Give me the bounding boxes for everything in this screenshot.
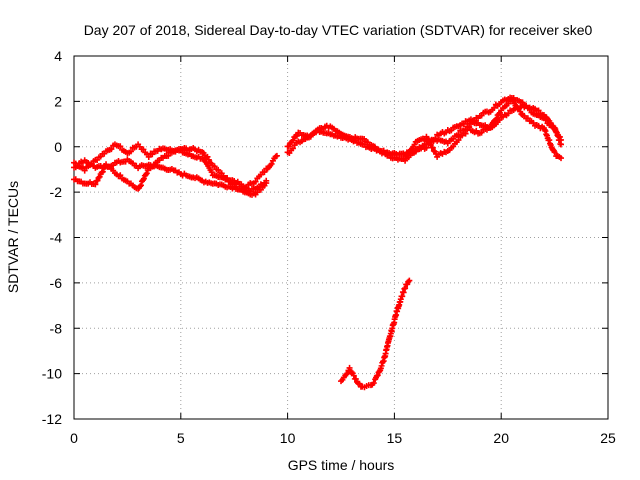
data-point xyxy=(263,177,270,184)
data-point xyxy=(268,160,275,167)
data-point xyxy=(261,169,268,176)
x-tick-label: 25 xyxy=(600,430,616,446)
data-point xyxy=(425,137,432,144)
data-point xyxy=(273,152,280,159)
x-tick-label: 0 xyxy=(70,430,78,446)
x-axis-label: GPS time / hours xyxy=(288,457,395,473)
axis-ticks xyxy=(73,55,609,420)
data-point xyxy=(289,145,296,152)
data-point xyxy=(352,376,359,382)
y-tick-labels: 4 2 0 -2 -4 -6 -8 -10 -12 xyxy=(42,48,62,427)
y-tick-label: -4 xyxy=(50,230,63,246)
data-point xyxy=(108,146,115,153)
x-tick-label: 15 xyxy=(387,430,403,446)
x-tick-label: 20 xyxy=(493,430,509,446)
data-point xyxy=(289,137,296,144)
data-point xyxy=(140,175,147,182)
data-point xyxy=(205,156,212,163)
data-point xyxy=(145,153,152,160)
data-point xyxy=(346,364,353,371)
data-point xyxy=(92,181,99,188)
data-point xyxy=(96,173,103,180)
data-point xyxy=(143,170,150,177)
data-point xyxy=(495,110,502,117)
data-point xyxy=(403,153,410,160)
y-tick-label: -6 xyxy=(50,275,63,291)
data-point xyxy=(404,152,411,158)
data-point xyxy=(356,380,363,387)
data-point xyxy=(211,163,218,170)
data-marks xyxy=(71,94,565,391)
y-axis-label: SDTVAR / TECUs xyxy=(5,181,21,293)
data-point xyxy=(493,115,500,122)
data-point xyxy=(165,152,172,159)
data-point xyxy=(535,107,542,114)
data-point xyxy=(429,144,436,151)
data-point xyxy=(117,143,124,150)
data-point xyxy=(405,278,412,285)
data-point xyxy=(492,116,499,123)
data-point xyxy=(252,178,259,185)
data-point xyxy=(127,148,134,155)
data-point xyxy=(424,136,431,143)
data-point xyxy=(370,380,377,387)
data-point xyxy=(95,174,102,181)
data-point xyxy=(558,141,565,148)
data-point xyxy=(344,370,351,377)
y-tick-label: -8 xyxy=(50,320,63,336)
chart-title: Day 207 of 2018, Sidereal Day-to-day VTE… xyxy=(84,22,593,38)
x-tick-label: 10 xyxy=(280,430,296,446)
data-point xyxy=(350,372,357,379)
data-point xyxy=(224,175,231,182)
y-tick-label: 4 xyxy=(54,48,62,64)
data-point xyxy=(455,137,462,144)
y-tick-label: -12 xyxy=(42,411,62,427)
data-point xyxy=(406,277,413,284)
data-point xyxy=(402,285,409,292)
x-tick-label: 5 xyxy=(177,430,185,446)
series-track-f xyxy=(402,96,565,162)
data-point xyxy=(285,143,292,150)
data-point xyxy=(510,97,517,104)
series-depletion xyxy=(338,277,413,391)
data-point xyxy=(117,172,124,179)
data-point xyxy=(137,183,144,190)
data-point xyxy=(81,167,88,174)
data-point xyxy=(505,110,512,117)
data-point xyxy=(432,135,439,142)
x-tick-labels: 0 5 10 15 20 25 xyxy=(70,430,616,446)
y-tick-label: 0 xyxy=(54,139,62,155)
data-point xyxy=(462,130,469,137)
data-point xyxy=(343,371,350,378)
series-track-e xyxy=(284,101,565,164)
data-point xyxy=(516,105,522,112)
y-tick-label: -10 xyxy=(42,366,62,382)
data-point xyxy=(551,149,558,156)
data-point xyxy=(137,182,144,189)
data-point xyxy=(558,155,565,162)
data-point xyxy=(208,169,215,176)
data-point xyxy=(547,119,554,126)
series-track-a xyxy=(71,141,280,191)
data-point xyxy=(215,166,222,173)
y-tick-label: -2 xyxy=(50,184,63,200)
y-tick-label: 2 xyxy=(54,93,62,109)
data-point xyxy=(348,369,355,376)
data-point xyxy=(140,146,147,153)
data-point xyxy=(491,104,498,111)
series-track-c xyxy=(71,156,270,195)
data-point xyxy=(423,144,430,151)
data-point xyxy=(374,372,381,379)
